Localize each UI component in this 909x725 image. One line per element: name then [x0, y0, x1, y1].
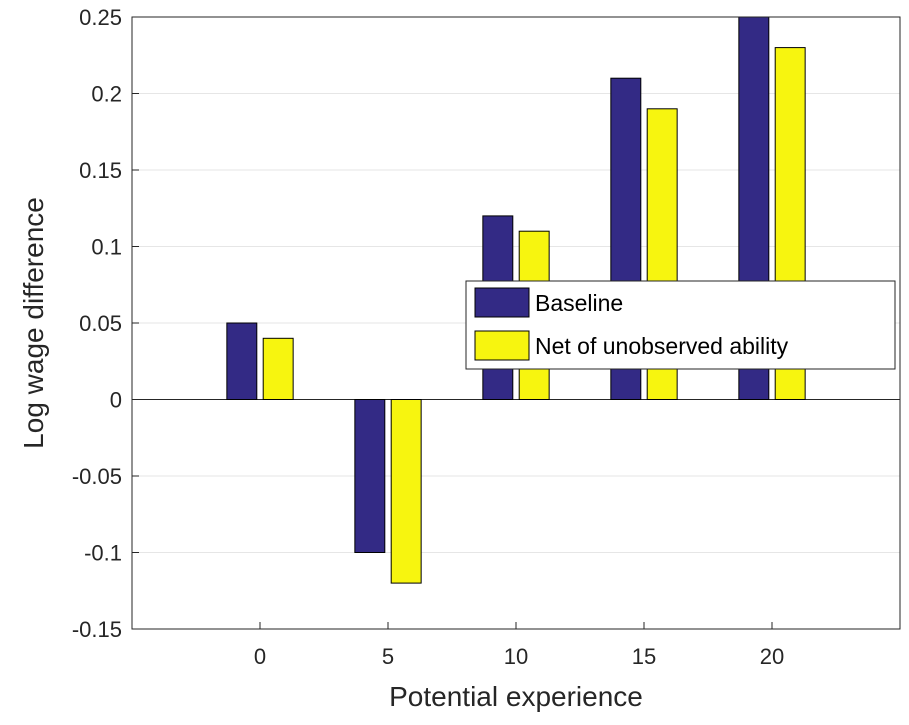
x-axis-title: Potential experience	[389, 681, 643, 712]
x-tick-label: 15	[632, 644, 656, 669]
x-tick-label: 10	[504, 644, 528, 669]
bar	[354, 399, 386, 553]
x-tick-label: 20	[760, 644, 784, 669]
y-ticks: -0.15 -0.1 -0.05 0 0.05 0.1 0.15 0.2 0.25	[72, 5, 139, 642]
y-tick-label: 0.05	[79, 311, 122, 336]
legend-swatch	[474, 330, 530, 361]
y-tick-label: 0.1	[91, 235, 122, 260]
y-tick-label: -0.15	[72, 617, 122, 642]
x-tick-label: 5	[382, 644, 394, 669]
y-tick-label: 0.15	[79, 158, 122, 183]
legend-swatch	[474, 287, 530, 318]
y-tick-label: -0.1	[84, 541, 122, 566]
legend: Baseline Net of unobserved ability	[465, 280, 896, 370]
y-tick-label: 0	[110, 388, 122, 413]
y-tick-label: 0.2	[91, 82, 122, 107]
legend-box	[465, 280, 896, 370]
y-tick-label: 0.25	[79, 5, 122, 30]
y-axis-title: Log wage difference	[18, 197, 49, 449]
bar	[226, 322, 258, 400]
legend-label: Baseline	[535, 290, 623, 316]
bar	[390, 399, 422, 584]
x-tick-label: 0	[254, 644, 266, 669]
y-tick-label: -0.05	[72, 464, 122, 489]
bar	[262, 337, 294, 400]
x-ticks: 0 5 10 15 20	[254, 622, 784, 669]
legend-label: Net of unobserved ability	[535, 333, 789, 359]
